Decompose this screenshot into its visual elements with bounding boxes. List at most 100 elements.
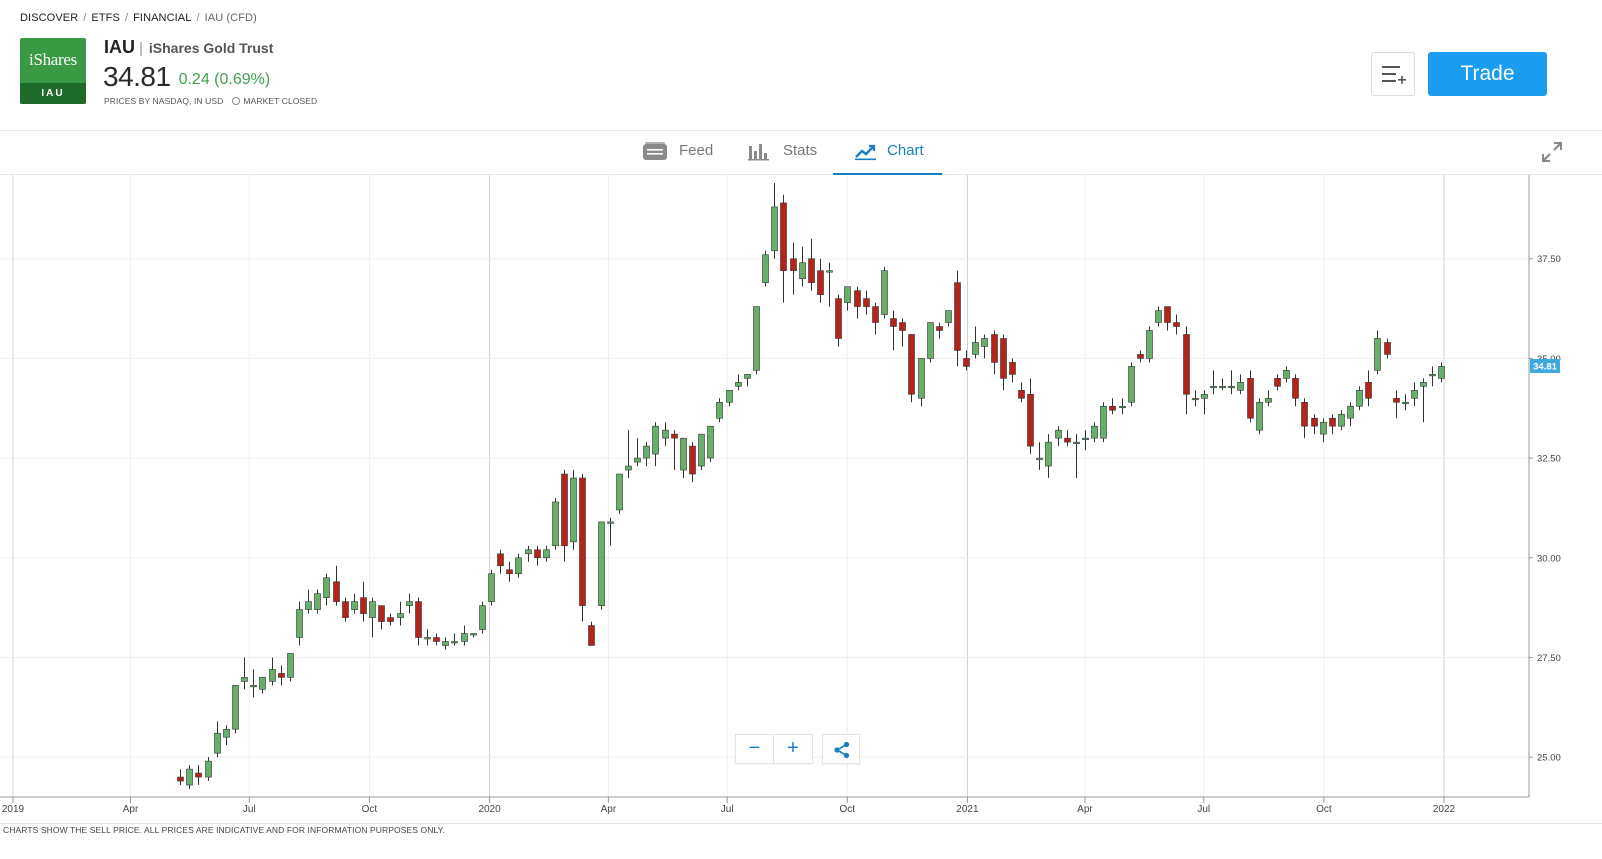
candle-body <box>397 613 404 618</box>
zoom-in-button[interactable]: + <box>774 734 813 764</box>
candle-body <box>716 401 723 419</box>
candle-body <box>1109 405 1116 411</box>
candle-body <box>488 573 495 602</box>
candle-body <box>689 445 696 475</box>
candle-body <box>652 425 659 455</box>
candle-body <box>927 322 934 359</box>
candle-body <box>643 445 650 459</box>
breadcrumb-etfs[interactable]: ETFS <box>91 12 120 24</box>
candle-body <box>899 322 906 331</box>
candle-body <box>278 673 285 678</box>
candle-body <box>1247 378 1254 419</box>
candle-body <box>525 549 532 555</box>
candle-body <box>771 206 778 252</box>
candle-body <box>369 601 376 618</box>
zoom-out-button[interactable]: − <box>735 734 774 764</box>
candle-body <box>1393 397 1400 403</box>
fullscreen-expand-icon[interactable] <box>1541 141 1563 163</box>
instrument-title: IAU | iShares Gold Trust <box>104 37 273 58</box>
candle-body <box>387 617 394 622</box>
trend-chart-icon <box>855 144 876 161</box>
candle-body <box>616 473 623 511</box>
candle-body <box>1338 413 1345 427</box>
candle-body <box>698 433 705 467</box>
candle-body <box>625 465 632 471</box>
candle-body <box>287 653 294 678</box>
candle-body <box>981 338 988 347</box>
candle-body <box>872 306 879 323</box>
candle-body <box>214 732 221 754</box>
candle-body <box>232 685 239 730</box>
candle-body <box>817 270 824 295</box>
x-tick-label: Oct <box>840 804 856 815</box>
candle-body <box>726 390 733 403</box>
add-to-watchlist-button[interactable] <box>1371 52 1415 96</box>
candle-body <box>1009 362 1016 375</box>
last-price-marker <box>1530 358 1560 373</box>
breadcrumb-discover[interactable]: DISCOVER <box>20 12 79 24</box>
logo-brand-text: iShares <box>29 50 77 69</box>
feed-icon <box>643 142 667 160</box>
candle-body <box>250 685 257 688</box>
chart-disclaimer: CHARTS SHOW THE SELL PRICE. ALL PRICES A… <box>3 825 445 835</box>
candle-body <box>515 557 522 575</box>
share-icon <box>834 741 850 759</box>
candle-body <box>570 477 577 543</box>
share-chart-button[interactable] <box>822 734 860 764</box>
footer-divider <box>0 823 1602 824</box>
x-tick-label: Apr <box>1077 804 1093 815</box>
candle-body <box>1219 386 1226 389</box>
instrument-symbol: IAU <box>104 37 135 57</box>
trade-button[interactable]: Trade <box>1428 52 1547 96</box>
candle-body <box>442 641 449 646</box>
breadcrumb: DISCOVER / ETFS / FINANCIAL / IAU (CFD) <box>20 12 257 24</box>
tab-stats-label: Stats <box>783 142 818 159</box>
candle-body <box>177 776 184 782</box>
candle-body <box>1164 306 1171 323</box>
candle-body <box>1420 382 1427 387</box>
candle-body <box>1183 334 1190 395</box>
candle-body <box>1384 342 1391 355</box>
x-tick-label: 2022 <box>1433 804 1456 815</box>
x-tick-label: Oct <box>1316 804 1332 815</box>
instrument-logo: iShares IAU <box>20 38 86 104</box>
candle-body <box>1311 417 1318 427</box>
x-tick-label: Apr <box>601 804 617 815</box>
candle-body <box>826 270 833 273</box>
tab-chart[interactable]: Chart <box>833 131 942 175</box>
breadcrumb-current: IAU (CFD) <box>204 12 257 24</box>
candle-body <box>1055 429 1062 439</box>
candle-body <box>662 429 669 439</box>
candle-body <box>223 728 230 738</box>
bar-stats-icon <box>748 144 769 161</box>
candle-body <box>588 625 595 646</box>
candle-body <box>1265 397 1272 403</box>
breadcrumb-financial[interactable]: FINANCIAL <box>133 12 192 24</box>
candle-body <box>744 374 751 379</box>
candle-body <box>333 581 340 602</box>
candlestick-chart[interactable]: 2019 Apr Jul Oct 2020 Apr Jul Oct 2021 Apr Jul Oct 2… <box>0 175 1602 825</box>
candle-body <box>378 605 385 622</box>
price-row: 34.81 0.24 (0.69%) <box>103 61 270 93</box>
instrument-price: 34.81 <box>103 61 171 92</box>
candle-body <box>1347 405 1354 419</box>
candle-body <box>890 318 897 327</box>
price-chart[interactable]: 2019 Apr Jul Oct 2020 Apr Jul Oct 2021 Apr Jul Oct 2… <box>0 175 1602 825</box>
candle-body <box>1027 393 1034 447</box>
candle-body <box>790 258 797 271</box>
tab-feed[interactable]: Feed <box>642 131 714 175</box>
candle-body <box>1411 390 1418 399</box>
candle-body <box>854 290 861 307</box>
candle-body <box>881 270 888 315</box>
candle-body <box>780 202 787 271</box>
candle-body <box>972 342 979 355</box>
candle-body <box>1155 310 1162 323</box>
y-tick-label: 32.50 <box>1537 454 1561 465</box>
candle-body <box>1146 330 1153 359</box>
candle-body <box>762 254 769 283</box>
candle-body <box>579 477 586 606</box>
tab-stats[interactable]: Stats <box>748 131 820 175</box>
candle-body <box>314 593 321 610</box>
candle-body <box>186 768 193 786</box>
candle-body <box>1210 386 1217 389</box>
